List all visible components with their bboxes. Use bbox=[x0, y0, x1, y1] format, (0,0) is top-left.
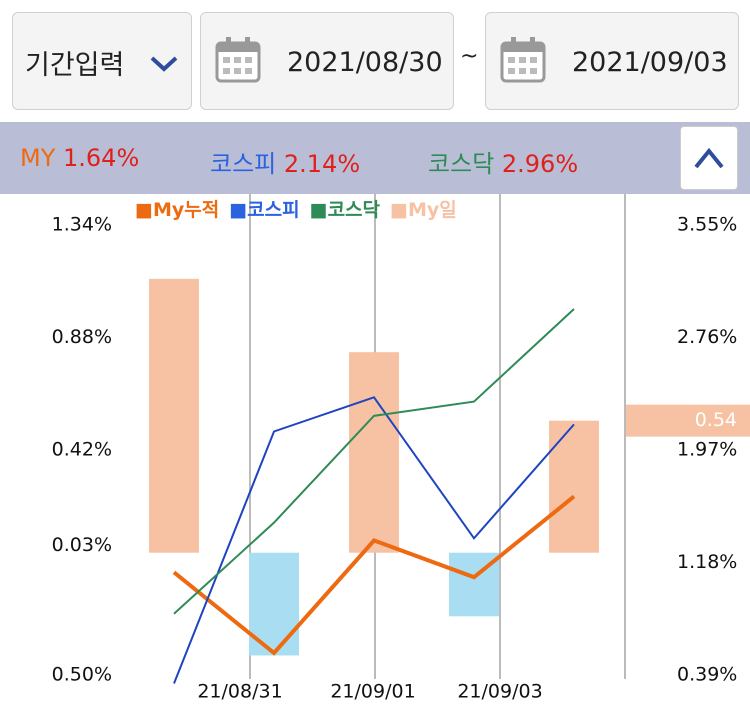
calendar-icon bbox=[215, 37, 261, 83]
legend-entry: 코스피 bbox=[247, 199, 299, 221]
summary-item: 코스닥 2.96% bbox=[428, 144, 578, 179]
value-tag bbox=[626, 404, 750, 437]
summary-value: 1.64% bbox=[63, 144, 140, 172]
summary-item: 코스피 2.14% bbox=[210, 144, 360, 179]
line-series bbox=[173, 396, 575, 684]
bar bbox=[349, 352, 399, 553]
line-series bbox=[173, 308, 575, 615]
summary-name: 코스닥 bbox=[428, 150, 495, 178]
start-date-field[interactable]: 2021/08/30 bbox=[200, 12, 454, 110]
y-tick-label: 0.42% bbox=[52, 439, 112, 461]
calendar-icon bbox=[500, 37, 546, 83]
end-date-field[interactable]: 2021/09/03 bbox=[485, 12, 739, 110]
period-label: 기간입력 bbox=[25, 50, 125, 81]
legend-marker: ■ bbox=[310, 199, 328, 221]
summary-name: MY bbox=[20, 144, 56, 172]
chevron-up bbox=[694, 147, 724, 169]
collapse-button[interactable] bbox=[680, 126, 738, 190]
y2-tick-label: 2.76% bbox=[677, 326, 737, 348]
summary-value: 2.14% bbox=[283, 150, 361, 178]
legend-entry: 코스닥 bbox=[328, 199, 381, 221]
summary-name: 코스피 bbox=[210, 150, 277, 178]
bar bbox=[549, 420, 599, 553]
x-tick-label: 21/09/03 bbox=[457, 681, 542, 703]
legend: ■My누적 ■코스피 ■코스닥 ■My일 bbox=[135, 199, 457, 221]
y-tick-label: 1.34% bbox=[52, 214, 112, 236]
legend-marker: ■ bbox=[229, 199, 247, 221]
value-label: 0.54 bbox=[695, 409, 737, 431]
bar bbox=[149, 278, 199, 553]
summary-item: MY 1.64% bbox=[20, 144, 139, 172]
summary-bar: MY 1.64% 코스피 2.14% 코스닥 2.96% bbox=[0, 122, 750, 194]
legend-entry: My일 bbox=[408, 199, 457, 221]
period-dropdown[interactable]: 기간입력 bbox=[12, 12, 192, 110]
y2-tick-label: 1.97% bbox=[677, 439, 737, 461]
start-date: 2021/08/30 bbox=[287, 47, 443, 78]
y-tick-label: 0.88% bbox=[52, 326, 112, 348]
chevron-down bbox=[150, 56, 178, 72]
end-date: 2021/09/03 bbox=[572, 47, 728, 78]
date-separator: ~ bbox=[460, 44, 479, 69]
legend-entry: My누적 bbox=[153, 199, 219, 221]
x-tick-label: 21/08/31 bbox=[197, 681, 282, 703]
y-tick-label: 0.03% bbox=[52, 534, 112, 556]
y2-tick-label: 0.39% bbox=[677, 664, 737, 686]
legend-marker: ■ bbox=[135, 199, 153, 221]
x-tick-label: 21/09/01 bbox=[330, 681, 415, 703]
line-series bbox=[172, 494, 576, 656]
y-tick-label: 0.50% bbox=[52, 664, 112, 686]
legend-marker: ■ bbox=[390, 199, 408, 221]
summary-value: 2.96% bbox=[501, 150, 579, 178]
y2-tick-label: 1.18% bbox=[677, 551, 737, 573]
y2-tick-label: 3.55% bbox=[677, 214, 737, 236]
chart: 1.34% 0.88% 0.42% 0.03% 0.50% 3.55% 2.76% 1.97%… bbox=[52, 194, 750, 703]
